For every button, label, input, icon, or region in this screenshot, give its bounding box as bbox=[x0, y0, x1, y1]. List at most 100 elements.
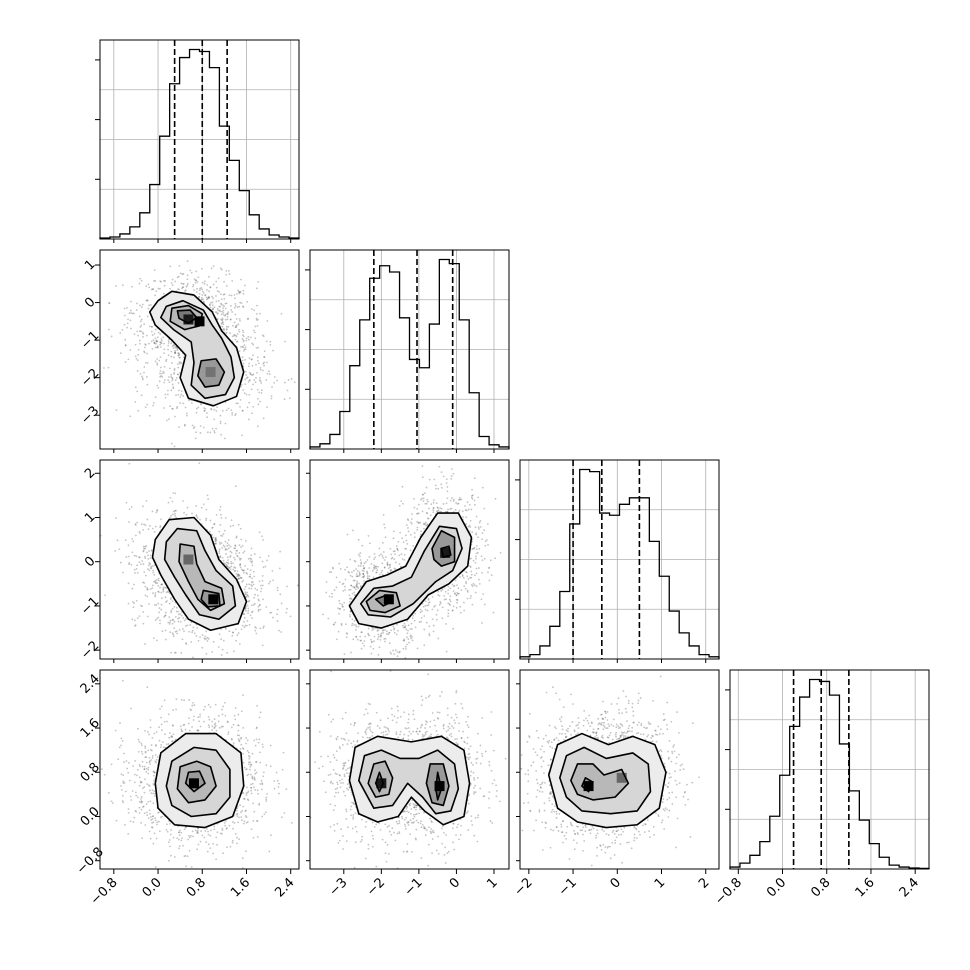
scatter-point bbox=[233, 566, 236, 569]
scatter-point bbox=[242, 289, 245, 292]
scatter-point bbox=[234, 570, 236, 573]
scatter-point bbox=[165, 591, 168, 594]
scatter-point bbox=[146, 352, 148, 355]
scatter-point bbox=[218, 556, 221, 559]
scatter-point bbox=[178, 356, 181, 359]
scatter-point bbox=[236, 575, 238, 578]
scatter-point bbox=[169, 621, 171, 624]
scatter-point bbox=[128, 508, 131, 511]
scatter-point bbox=[242, 346, 244, 349]
scatter-point bbox=[138, 330, 141, 332]
scatter-point bbox=[483, 507, 486, 510]
scatter-point bbox=[176, 347, 179, 350]
scatter-point bbox=[439, 507, 442, 509]
scatter-point bbox=[208, 290, 210, 293]
scatter-point bbox=[355, 584, 358, 587]
scatter-point bbox=[162, 292, 165, 295]
scatter-point bbox=[484, 544, 487, 547]
scatter-point bbox=[146, 588, 149, 591]
hist-panel-p1 bbox=[305, 249, 510, 450]
scatter-point bbox=[179, 272, 182, 275]
scatter-point bbox=[146, 299, 149, 302]
scatter-point bbox=[138, 315, 141, 318]
scatter-point bbox=[245, 540, 247, 542]
scatter-point bbox=[256, 594, 259, 597]
scatter-point bbox=[419, 533, 422, 536]
scatter-point bbox=[213, 418, 216, 421]
scatter-point bbox=[273, 381, 276, 384]
scatter-point bbox=[171, 632, 174, 635]
scatter-point bbox=[257, 318, 259, 321]
scatter-point bbox=[255, 377, 257, 379]
scatter-point bbox=[154, 346, 157, 349]
scatter-point bbox=[215, 300, 218, 303]
scatter-point bbox=[375, 567, 378, 570]
scatter-point bbox=[219, 524, 222, 526]
scatter-point bbox=[259, 627, 262, 630]
scatter-point bbox=[239, 527, 242, 530]
scatter-point bbox=[138, 561, 141, 563]
scatter-point bbox=[122, 571, 124, 574]
scatter-point bbox=[205, 630, 208, 633]
scatter-point bbox=[165, 419, 168, 422]
scatter-point bbox=[380, 632, 383, 635]
scatter-point bbox=[136, 390, 139, 393]
scatter-point bbox=[157, 579, 160, 582]
scatter-point bbox=[331, 595, 334, 598]
scatter-point bbox=[154, 525, 157, 528]
scatter-point bbox=[139, 372, 142, 375]
scatter-point bbox=[355, 573, 358, 575]
scatter-point bbox=[173, 445, 176, 448]
scatter-point bbox=[203, 407, 205, 409]
scatter-point bbox=[172, 633, 175, 636]
scatter-point bbox=[236, 293, 238, 295]
scatter-point bbox=[142, 332, 145, 335]
scatter-point bbox=[230, 409, 233, 412]
histogram-step-p1 bbox=[309, 258, 510, 449]
hist-panel-p2 bbox=[515, 459, 720, 660]
scatter-point bbox=[269, 340, 272, 343]
scatter-point bbox=[160, 591, 163, 594]
scatter-point bbox=[224, 422, 227, 425]
scatter-point bbox=[427, 597, 430, 600]
scatter-point bbox=[357, 587, 360, 590]
scatter-point bbox=[211, 427, 214, 430]
scatter-point bbox=[254, 337, 257, 340]
scatter-point bbox=[261, 535, 263, 538]
scatter-point bbox=[251, 342, 253, 345]
scatter-point bbox=[197, 276, 200, 279]
scatter-point bbox=[134, 625, 136, 627]
scatter-point bbox=[363, 580, 366, 582]
scatter-point bbox=[469, 451, 471, 453]
scatter-point bbox=[239, 398, 242, 401]
scatter-point bbox=[222, 544, 225, 547]
scatter-point bbox=[478, 521, 481, 524]
scatter-point bbox=[352, 579, 355, 582]
scatter-point bbox=[398, 554, 401, 557]
scatter-point bbox=[240, 576, 242, 579]
scatter-point bbox=[246, 376, 249, 379]
scatter-point bbox=[405, 539, 408, 542]
scatter-point bbox=[211, 304, 214, 307]
scatter-point bbox=[363, 567, 365, 570]
scatter-point bbox=[262, 335, 265, 338]
scatter-point bbox=[278, 567, 281, 570]
scatter-point bbox=[221, 325, 224, 328]
scatter-point bbox=[123, 323, 126, 326]
scatter-point bbox=[154, 592, 157, 594]
scatter-point bbox=[188, 630, 191, 633]
scatter-point bbox=[219, 414, 222, 417]
scatter-point bbox=[243, 626, 246, 629]
scatter-point bbox=[371, 570, 374, 572]
scatter-point bbox=[138, 282, 141, 285]
scatter-point bbox=[250, 547, 253, 550]
scatter-point bbox=[255, 363, 257, 366]
scatter-point bbox=[223, 314, 225, 316]
scatter-point bbox=[381, 569, 384, 572]
scatter-point bbox=[134, 355, 137, 358]
scatter-point bbox=[150, 288, 153, 291]
scatter-point bbox=[374, 556, 377, 559]
scatter-point bbox=[266, 372, 269, 375]
scatter-point bbox=[174, 616, 177, 618]
scatter-point bbox=[372, 627, 375, 630]
